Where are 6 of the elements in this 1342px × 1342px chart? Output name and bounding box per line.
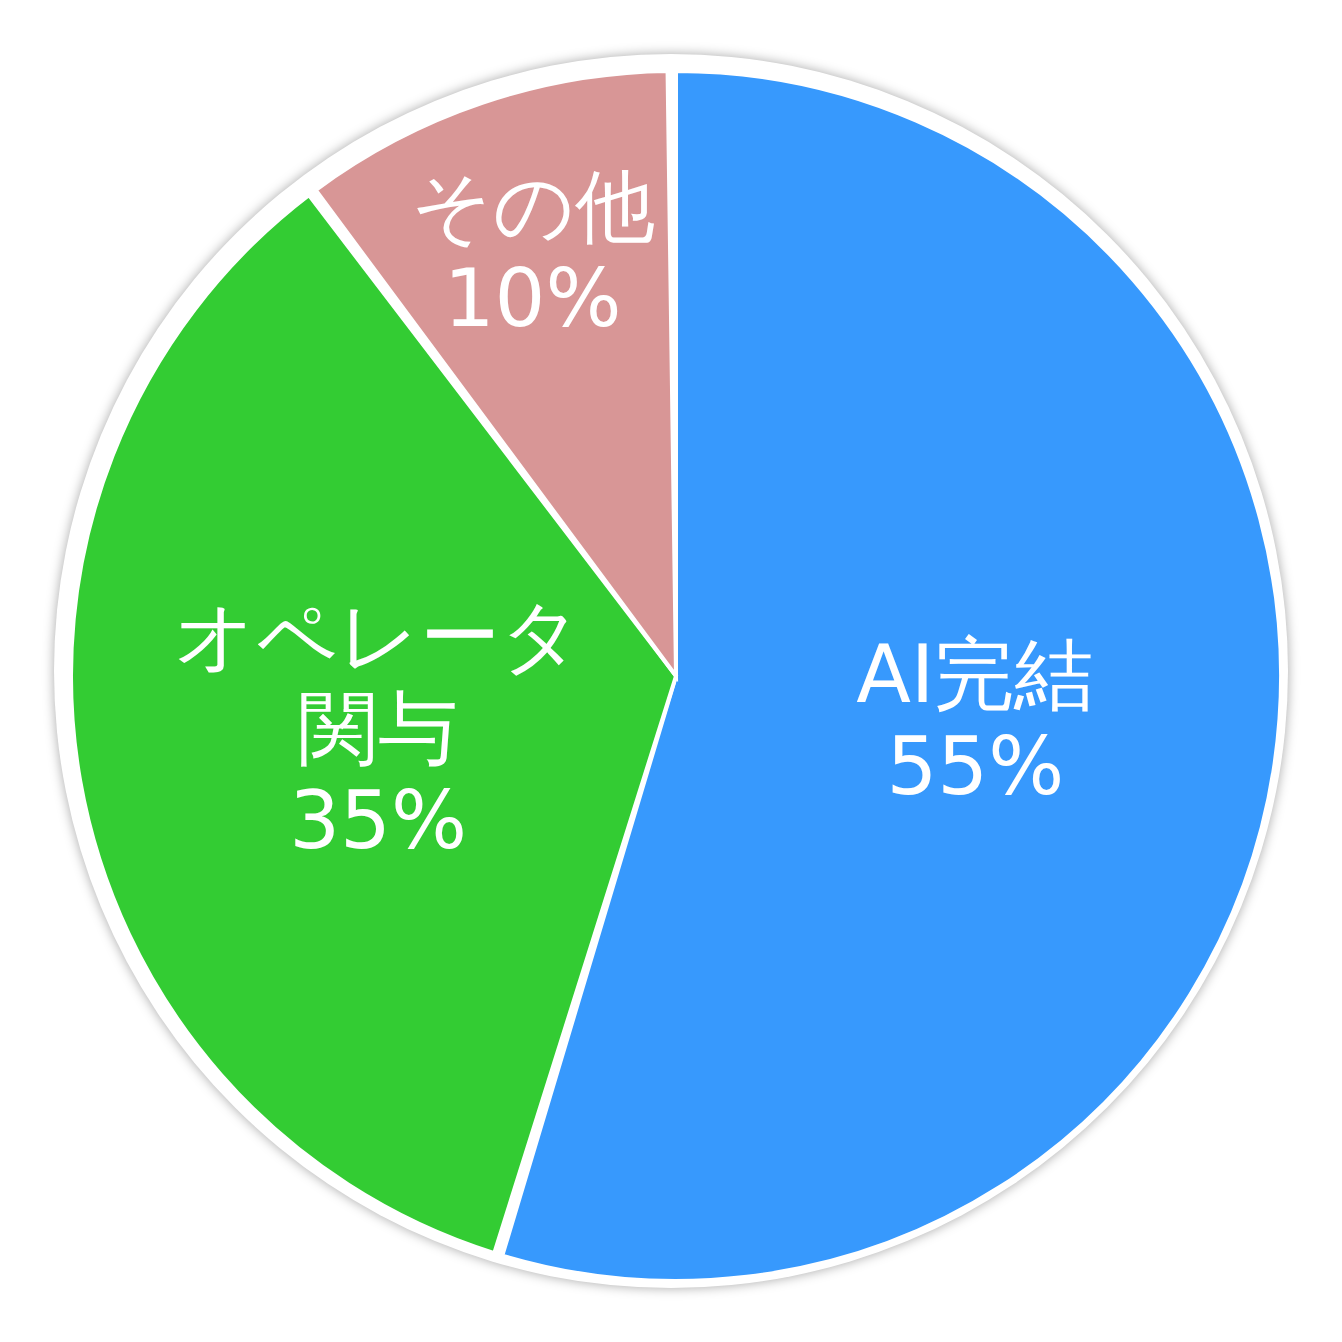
slice-label: オペレータ関与	[174, 589, 583, 775]
data-label: 35%	[289, 773, 467, 867]
slice-label: AI完結	[856, 627, 1095, 721]
slice-label: その他	[410, 159, 655, 253]
data-label: 55%	[886, 719, 1065, 813]
data-label: 10%	[443, 251, 622, 345]
